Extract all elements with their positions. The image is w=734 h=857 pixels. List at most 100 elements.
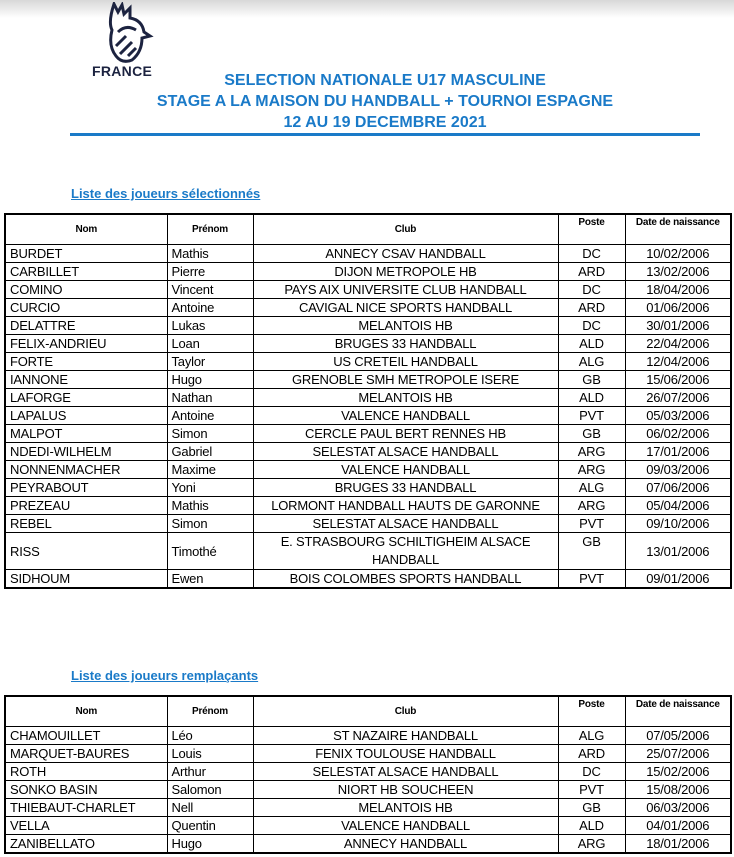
cell-poste: PVT: [557, 406, 626, 425]
title-line-2: STAGE A LA MAISON DU HANDBALL + TOURNOI …: [156, 93, 614, 110]
cell-date-naissance: 09/03/2006: [624, 460, 732, 479]
ffhb-rooster-logo: [108, 2, 154, 63]
cell-club: NIORT HB SOUCHEEN: [252, 780, 559, 799]
cell-nom: COMINO: [4, 280, 168, 299]
table-row: SONKO BASIN Salomon NIORT HB SOUCHEEN PVT 15…: [4, 780, 732, 799]
cell-poste: ALD: [557, 816, 626, 835]
table-row: RISS Timothé E. STRASBOURG SCHILTIGHEIM AL…: [4, 532, 732, 570]
cell-date-naissance: 25/07/2006: [624, 744, 732, 763]
table-row: NDEDI-WILHELM Gabriel SELESTAT ALSACE HAND…: [4, 442, 732, 461]
cell-nom: PREZEAU: [4, 496, 168, 515]
cell-poste: GB: [557, 424, 626, 443]
cell-prenom: Timothé: [166, 532, 254, 570]
selected-heading: Liste des joueurs sélectionnés: [71, 186, 261, 201]
cell-date-naissance: 15/06/2006: [624, 370, 732, 389]
table-row: IANNONE Hugo GRENOBLE SMH METROPOLE ISERE G…: [4, 370, 732, 389]
cell-prenom: Hugo: [166, 370, 254, 389]
cell-date-naissance: 06/02/2006: [624, 424, 732, 443]
header-row: Nom Prénom Club Poste Date de naissance: [4, 213, 732, 245]
cell-prenom: Loan: [166, 334, 254, 353]
cell-date-naissance: 30/01/2006: [624, 316, 732, 335]
cell-club: PAYS AIX UNIVERSITE CLUB HANDBALL: [252, 280, 559, 299]
cell-nom: PEYRABOUT: [4, 478, 168, 497]
cell-poste: ALD: [557, 388, 626, 407]
cell-poste: ARD: [557, 298, 626, 317]
cell-date-naissance: 10/02/2006: [624, 244, 732, 263]
table-row: MARQUET-BAURES Louis FENIX TOULOUSE HANDBA…: [4, 744, 732, 763]
table-row: THIEBAUT-CHARLET Nell MELANTOIS HB GB 06/03/…: [4, 798, 732, 817]
table-row: REBEL Simon SELESTAT ALSACE HANDBALL PVT 09/…: [4, 514, 732, 533]
cell-poste: GB: [557, 370, 626, 389]
cell-date-naissance: 12/04/2006: [624, 352, 732, 371]
cell-club: MELANTOIS HB: [252, 388, 559, 407]
cell-club: MELANTOIS HB: [252, 316, 559, 335]
cell-poste: ARD: [557, 262, 626, 281]
cell-poste: ALG: [557, 478, 626, 497]
cell-club: ANNECY CSAV HANDBALL: [252, 244, 559, 263]
cell-date-naissance: 22/04/2006: [624, 334, 732, 353]
cell-date-naissance: 15/08/2006: [624, 780, 732, 799]
cell-nom: MALPOT: [4, 424, 168, 443]
cell-nom: VELLA: [4, 816, 168, 835]
cell-club: ST NAZAIRE HANDBALL: [252, 726, 559, 745]
cell-prenom: Simon: [166, 514, 254, 533]
selected-players-table: Nom Prénom Club Poste Date de naissance BURDE…: [4, 213, 732, 589]
cell-poste: ARG: [557, 834, 626, 854]
column-header-poste: Poste: [557, 695, 626, 727]
table-row: LAPALUS Antoine VALENCE HANDBALL PVT 05/03/2…: [4, 406, 732, 425]
column-header-prenom: Prénom: [166, 213, 254, 245]
table-row: FELIX-ANDRIEU Loan BRUGES 33 HANDBALL ALD 22…: [4, 334, 732, 353]
cell-prenom: Yoni: [166, 478, 254, 497]
cell-prenom: Antoine: [166, 298, 254, 317]
cell-club: FENIX TOULOUSE HANDBALL: [252, 744, 559, 763]
title-line-3: 12 AU 19 DECEMBRE 2021: [283, 114, 487, 131]
cell-club: DIJON METROPOLE HB: [252, 262, 559, 281]
column-header-poste: Poste: [557, 213, 626, 245]
cell-date-naissance: 17/01/2006: [624, 442, 732, 461]
cell-club: US CRETEIL HANDBALL: [252, 352, 559, 371]
cell-prenom: Vincent: [166, 280, 254, 299]
cell-prenom: Gabriel: [166, 442, 254, 461]
header-row: Nom Prénom Club Poste Date de naissance: [4, 695, 732, 727]
cell-club: GRENOBLE SMH METROPOLE ISERE: [252, 370, 559, 389]
cell-nom: ZANIBELLATO: [4, 834, 168, 854]
cell-date-naissance: 26/07/2006: [624, 388, 732, 407]
table-row: CURCIO Antoine CAVIGAL NICE SPORTS HANDBAL…: [4, 298, 732, 317]
cell-prenom: Quentin: [166, 816, 254, 835]
table-row: COMINO Vincent PAYS AIX UNIVERSITE CLUB HA…: [4, 280, 732, 299]
cell-club: SELESTAT ALSACE HANDBALL: [252, 514, 559, 533]
cell-prenom: Maxime: [166, 460, 254, 479]
cell-poste: PVT: [557, 569, 626, 589]
cell-prenom: Taylor: [166, 352, 254, 371]
cell-club: LORMONT HANDBALL HAUTS DE GARONNE: [252, 496, 559, 515]
table-row: NONNENMACHER Maxime VALENCE HANDBALL ARG 09/…: [4, 460, 732, 479]
column-header-nom: Nom: [4, 213, 168, 245]
column-header-prenom: Prénom: [166, 695, 254, 727]
title-line-1: SELECTION NATIONALE U17 MASCULINE: [224, 72, 546, 89]
cell-club: CERCLE PAUL BERT RENNES HB: [252, 424, 559, 443]
cell-prenom: Ewen: [166, 569, 254, 589]
table-row: DELATTRE Lukas MELANTOIS HB DC 30/01/2006: [4, 316, 732, 335]
cell-poste: ARD: [557, 744, 626, 763]
cell-nom: MARQUET-BAURES: [4, 744, 168, 763]
cell-date-naissance: 13/02/2006: [624, 262, 732, 281]
cell-date-naissance: 13/01/2006: [624, 532, 732, 570]
cell-poste: GB: [557, 532, 626, 570]
cell-poste: ARG: [557, 442, 626, 461]
cell-date-naissance: 05/04/2006: [624, 496, 732, 515]
cell-club: VALENCE HANDBALL: [252, 816, 559, 835]
cell-prenom: Salomon: [166, 780, 254, 799]
cell-prenom: Simon: [166, 424, 254, 443]
table-row: LAFORGE Nathan MELANTOIS HB ALD 26/07/2006: [4, 388, 732, 407]
table-row: SIDHOUM Ewen BOIS COLOMBES SPORTS HANDBALL…: [4, 569, 732, 589]
cell-club: MELANTOIS HB: [252, 798, 559, 817]
table-row: VELLA Quentin VALENCE HANDBALL ALD 04/01/200…: [4, 816, 732, 835]
substitutes-heading: Liste des joueurs remplaçants: [71, 668, 259, 683]
cell-date-naissance: 18/04/2006: [624, 280, 732, 299]
cell-poste: DC: [557, 762, 626, 781]
cell-date-naissance: 18/01/2006: [624, 834, 732, 854]
substitute-players-table: Nom Prénom Club Poste Date de naissance CHAMO…: [4, 695, 732, 854]
page-top-shadow: [0, 0, 734, 18]
cell-poste: ARG: [557, 460, 626, 479]
cell-date-naissance: 04/01/2006: [624, 816, 732, 835]
